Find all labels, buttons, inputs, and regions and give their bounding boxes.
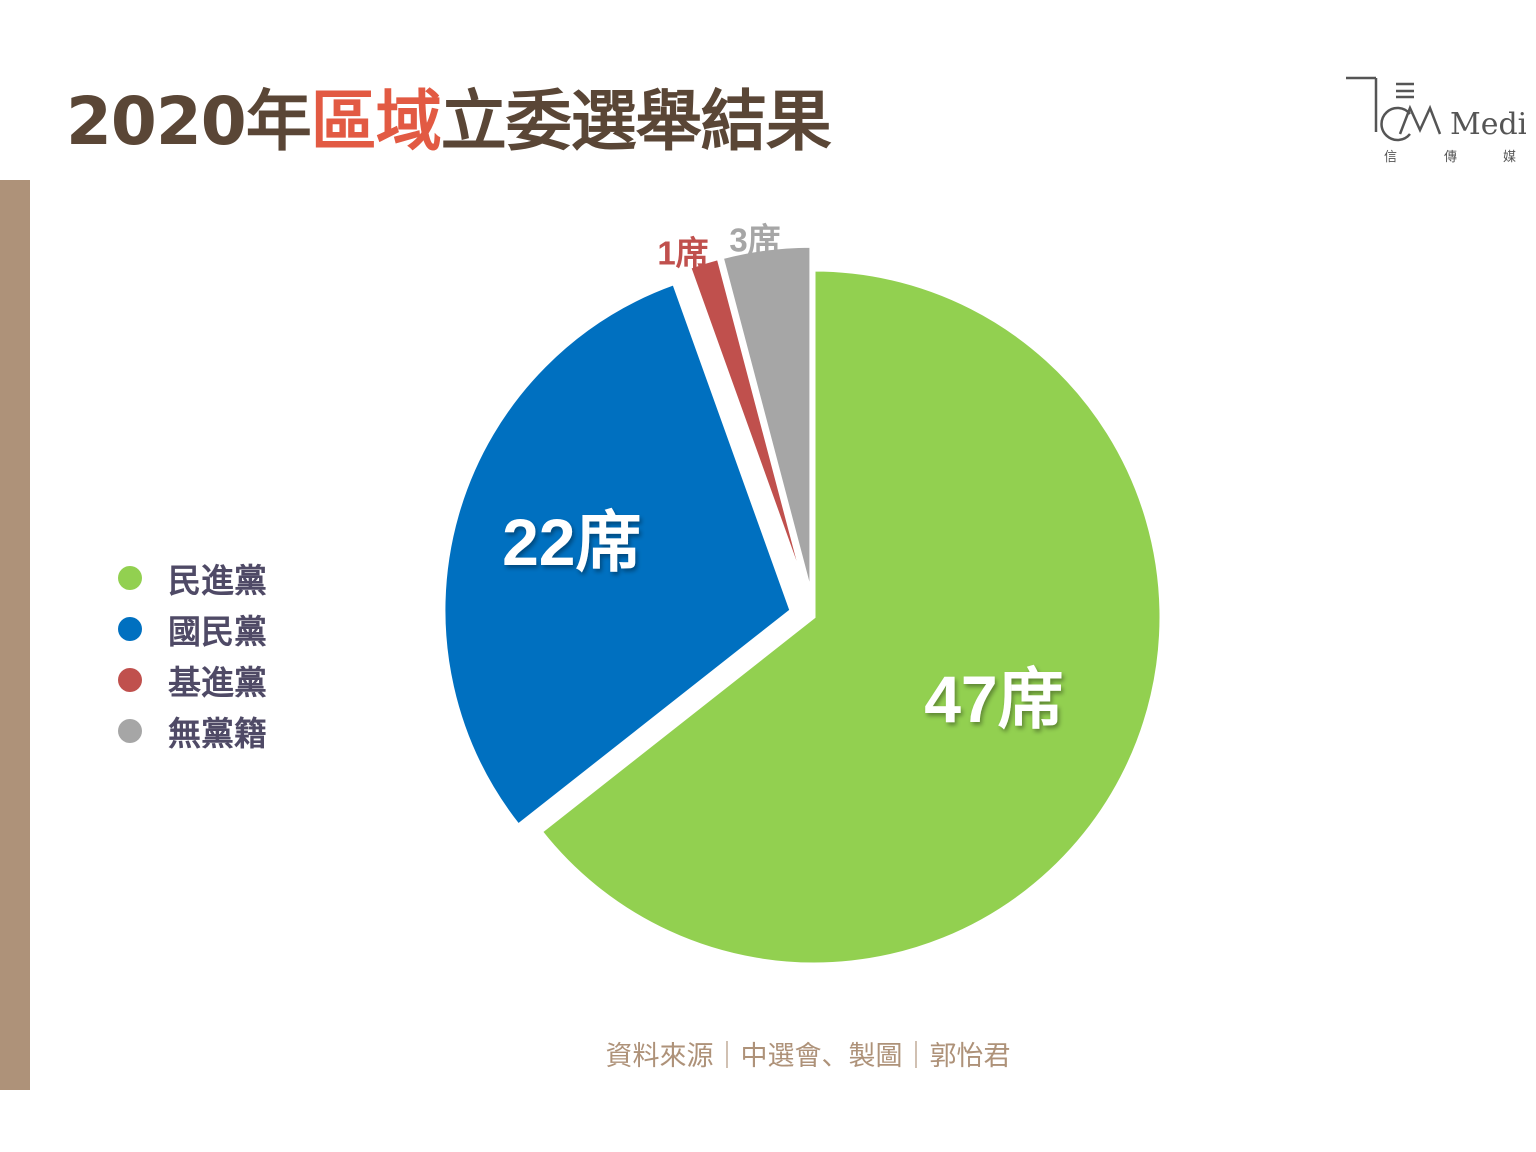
legend-label: 無黨籍 (168, 713, 267, 753)
legend-marker (118, 667, 142, 692)
logo-chinese-char: 信 (1384, 150, 1397, 165)
slice-data-label: 3席 (729, 222, 780, 259)
legend-item: 無黨籍 (118, 705, 267, 756)
legend-item: 民進黨 (118, 552, 267, 603)
slice-data-label: 22席 (502, 505, 641, 579)
media-logo: Media 信 傳 媒 (1346, 76, 1526, 165)
chart-title: 2020年區域立委選舉結果 (66, 82, 832, 162)
legend-label: 民進黨 (168, 560, 267, 600)
logo-brand-text: Media (1450, 107, 1526, 142)
pie-slice (720, 244, 813, 594)
title-suffix: 立委選舉結果 (440, 83, 832, 160)
chart-legend: 民進黨 國民黨 基進黨 無黨籍 (118, 552, 267, 756)
legend-marker (118, 718, 142, 743)
legend-marker (118, 565, 142, 590)
side-accent-bar (0, 180, 30, 1090)
legend-label: 國民黨 (168, 611, 267, 651)
pie-slice (442, 281, 793, 828)
logo-chinese-char: 媒 (1503, 150, 1516, 165)
legend-label: 基進黨 (168, 662, 267, 702)
slice-data-label: 1席 (657, 235, 708, 272)
legend-item: 基進黨 (118, 654, 267, 705)
legend-item: 國民黨 (118, 603, 267, 654)
legend-marker (118, 616, 142, 641)
title-prefix: 2020年 (66, 83, 312, 160)
source-credit: 資料來源｜中選會、製圖｜郭怡君 (605, 1041, 1011, 1072)
pie-slice (539, 268, 1163, 966)
title-highlight: 區域 (310, 83, 442, 160)
logo-chinese-char: 傳 (1444, 150, 1457, 165)
slice-data-label: 47席 (924, 662, 1063, 736)
pie-slice (687, 256, 809, 595)
